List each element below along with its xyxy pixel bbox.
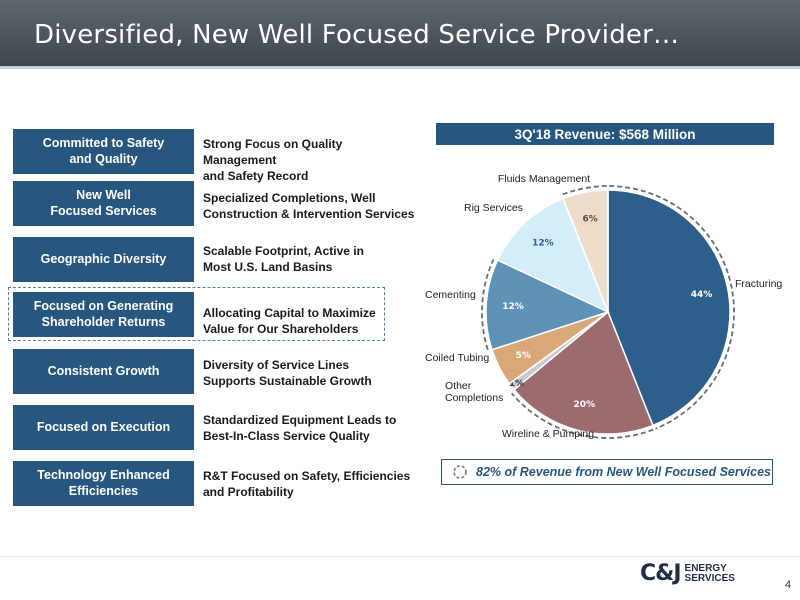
pie-pct-label-5: 12% bbox=[532, 239, 554, 249]
feature-label-technology: Technology Enhanced Efficiencies bbox=[13, 461, 194, 506]
feature-desc-geographic: Scalable Footprint, Active in Most U.S. … bbox=[203, 244, 364, 275]
pie-category-label-4: Cementing bbox=[425, 289, 476, 301]
company-logo: C&J ENERGY SERVICES bbox=[640, 561, 735, 586]
pie-slice-4 bbox=[485, 259, 611, 351]
new-well-outline-0 bbox=[609, 185, 735, 430]
feature-desc-shareholder: Allocating Capital to Maximize Value for… bbox=[203, 306, 376, 337]
pie-pct-label-4: 12% bbox=[502, 302, 524, 312]
pie-slice-6 bbox=[562, 189, 609, 313]
feature-desc-execution: Standardized Equipment Leads to Best-In-… bbox=[203, 413, 397, 444]
slide-title: Diversified, New Well Focused Service Pr… bbox=[34, 20, 680, 50]
pie-pct-label-3: 5% bbox=[516, 351, 531, 361]
footer-divider bbox=[0, 556, 800, 557]
feature-desc-technology: R&T Focused on Safety, Efficiencies and … bbox=[203, 469, 411, 500]
new-well-outline-1 bbox=[511, 392, 654, 439]
pie-category-label-3: Coiled Tubing bbox=[425, 352, 489, 364]
pie-category-label-1: Wireline & Pumping bbox=[502, 428, 594, 440]
pie-pct-label-2: 1% bbox=[509, 379, 524, 389]
revenue-pie-chart: 44% Fracturing 20% Wireline & Pumping 1% Othe… bbox=[425, 173, 782, 440]
logo-wordmark: ENERGY SERVICES bbox=[684, 562, 735, 584]
highlight-dashed-box bbox=[8, 287, 385, 341]
pie-pct-label-0: 44% bbox=[691, 290, 713, 300]
new-well-outline-6 bbox=[562, 185, 607, 196]
feature-label-safety-quality: Committed to Safety and Quality bbox=[13, 129, 194, 174]
pie-category-label-5: Rig Services bbox=[464, 202, 523, 214]
chart-title: 3Q'18 Revenue: $568 Million bbox=[436, 123, 774, 145]
pie-category-label-0: Fracturing bbox=[735, 278, 782, 290]
pie-slice-0 bbox=[607, 189, 731, 427]
pie-pct-label-6: 6% bbox=[583, 215, 598, 225]
logo-mark: C&J bbox=[640, 561, 682, 586]
new-well-outline-4 bbox=[481, 259, 495, 351]
note-box: 82% of Revenue from New Well Focused Ser… bbox=[441, 459, 773, 485]
feature-desc-safety-quality: Strong Focus on Quality Management and S… bbox=[203, 137, 343, 184]
feature-label-execution: Focused on Execution bbox=[13, 405, 194, 450]
feature-label-growth: Consistent Growth bbox=[13, 349, 194, 394]
feature-label-new-well: New Well Focused Services bbox=[13, 181, 194, 226]
slide-header: Diversified, New Well Focused Service Pr… bbox=[0, 0, 800, 66]
feature-label-geographic: Geographic Diversity bbox=[13, 237, 194, 282]
feature-label-shareholder: Focused on Generating Shareholder Return… bbox=[13, 292, 194, 337]
header-divider bbox=[0, 66, 800, 69]
pie-category-label-2: Other Completions bbox=[445, 380, 503, 404]
pie-slice-5 bbox=[496, 197, 610, 314]
pie-pct-label-1: 20% bbox=[574, 400, 596, 410]
note-text: 82% of Revenue from New Well Focused Ser… bbox=[476, 465, 772, 479]
pie-category-label-6: Fluids Management bbox=[498, 173, 590, 185]
page-number: 4 bbox=[785, 579, 792, 591]
feature-desc-growth: Diversity of Service Lines Supports Sust… bbox=[203, 358, 372, 389]
dashed-circle-icon bbox=[453, 465, 467, 479]
pie-slice-1 bbox=[512, 310, 654, 435]
feature-desc-new-well: Specialized Completions, Well Constructi… bbox=[203, 191, 415, 222]
